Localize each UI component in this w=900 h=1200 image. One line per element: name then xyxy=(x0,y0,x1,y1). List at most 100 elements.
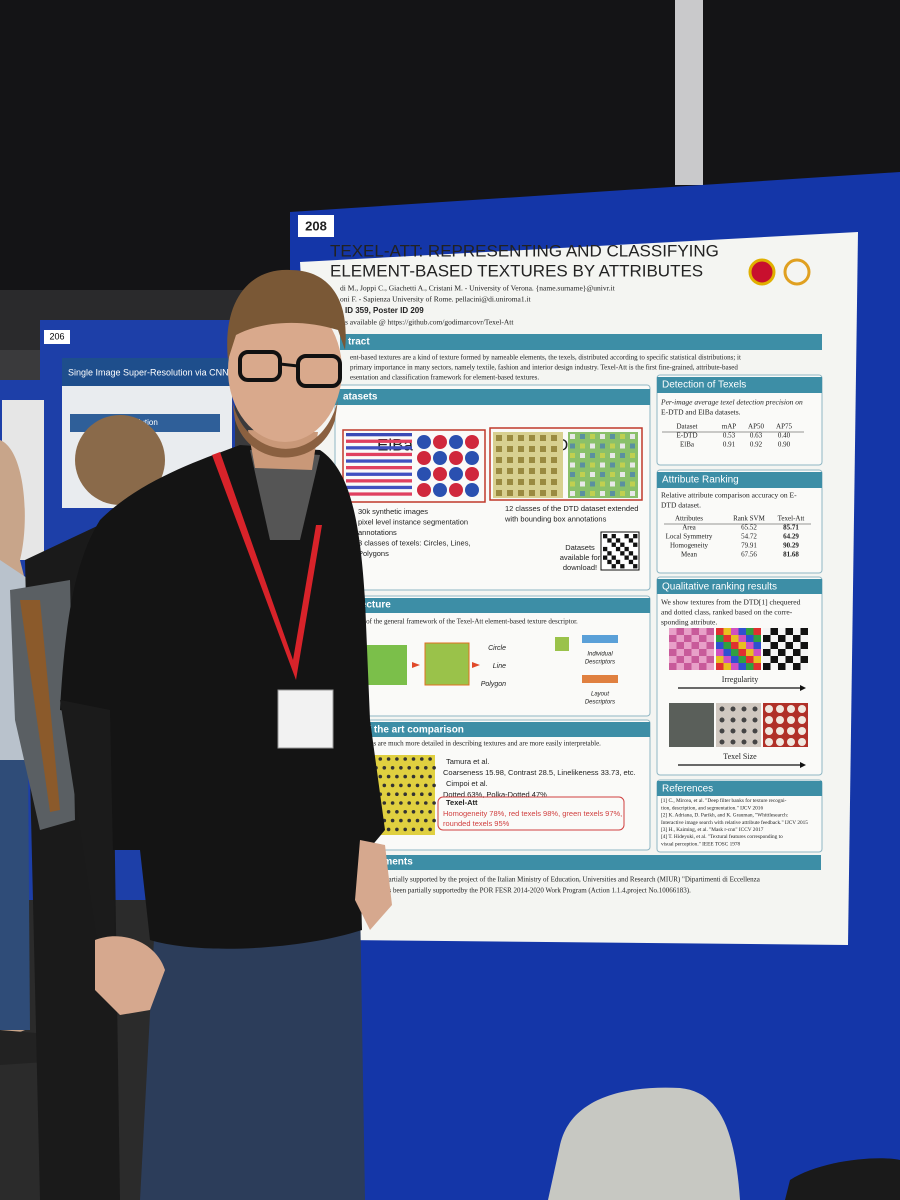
face xyxy=(228,298,342,442)
texture xyxy=(493,432,563,498)
section-bar xyxy=(345,722,650,737)
bystander-head xyxy=(75,415,165,505)
texture-dot xyxy=(540,490,546,496)
texture-dot xyxy=(787,727,795,735)
texture-dot xyxy=(424,783,428,788)
texture-cell xyxy=(746,649,754,656)
texture-dot xyxy=(551,446,557,452)
bag-dark xyxy=(785,1158,900,1200)
texture-dot xyxy=(600,462,605,468)
texture-dot xyxy=(590,453,595,458)
texture-cell xyxy=(706,649,714,656)
poster-id: ID 359, Poster ID 209 xyxy=(345,306,424,315)
authors: di M., Joppi C., Giachetti A., Cristani … xyxy=(340,284,616,293)
texture-cell xyxy=(706,642,714,649)
table-cell: 64.29 xyxy=(783,533,799,541)
qr-cell xyxy=(611,534,616,539)
texture-dot xyxy=(465,483,479,497)
texture-cell xyxy=(770,635,778,642)
texture-cell xyxy=(723,642,731,649)
texture-cell xyxy=(753,635,761,642)
table-cell: 79.91 xyxy=(741,542,757,550)
caption: E-DTD and ElBa datasets. xyxy=(661,408,741,417)
texture-dot xyxy=(719,717,725,723)
texture-cell xyxy=(746,663,754,670)
texture-dot xyxy=(403,757,408,761)
glasses-bridge xyxy=(279,362,299,368)
texture-stripe xyxy=(346,433,412,437)
texture-cell xyxy=(691,642,699,649)
section-box xyxy=(656,469,823,574)
qr-cell xyxy=(633,564,638,569)
texture-cell xyxy=(746,642,754,649)
texture-cell xyxy=(691,635,699,642)
shape-label: Polygon xyxy=(481,681,506,688)
texture-cell xyxy=(793,656,801,663)
section-bar xyxy=(657,472,822,488)
texture-dot xyxy=(540,446,546,452)
texture-cell xyxy=(716,628,724,635)
texture-stripe xyxy=(346,446,412,450)
texture-cell xyxy=(800,649,808,656)
texture-cell xyxy=(691,649,699,656)
texture-dot xyxy=(798,738,806,746)
section-bar xyxy=(657,377,822,393)
texture-dot xyxy=(600,472,605,477)
texture-dot xyxy=(630,472,635,477)
texture-dot xyxy=(507,435,513,441)
texture-dot xyxy=(386,810,391,814)
texture-dot xyxy=(399,818,403,823)
texture-dot xyxy=(776,716,784,724)
texture-dot xyxy=(403,774,408,779)
texture-dot xyxy=(580,481,585,487)
texture-dot xyxy=(620,462,625,468)
texture-dot xyxy=(719,739,725,745)
section-heading: Qualitative ranking results xyxy=(662,582,777,593)
texture-dot xyxy=(570,462,575,468)
texture-dot xyxy=(403,792,408,796)
qr-cell xyxy=(633,555,638,560)
texture-cell xyxy=(753,656,761,663)
comparison-item: Tamura et al. xyxy=(446,757,489,766)
section-bar xyxy=(657,781,822,796)
table-cell: 0.53 xyxy=(723,432,736,440)
texture-dot xyxy=(507,490,513,496)
left-poster-header xyxy=(62,358,232,386)
texture-cell xyxy=(676,656,684,663)
qr-cell xyxy=(603,555,608,560)
texture-dot xyxy=(465,451,479,465)
texture-dot xyxy=(399,766,403,770)
section-bar xyxy=(355,855,821,870)
table-header: AP50 xyxy=(748,423,764,431)
qr-cell xyxy=(607,538,612,543)
acknowledgement-line: been partially supported by the project … xyxy=(370,876,761,884)
poster-title: ELEMENT-BASED TEXTURES BY ATTRIBUTES xyxy=(330,261,703,280)
texture-cell xyxy=(800,635,808,642)
texture-dot xyxy=(518,479,524,485)
texture-dot xyxy=(386,792,391,796)
left-board-tag xyxy=(44,330,70,344)
texture-dot xyxy=(428,810,432,814)
texture-dot xyxy=(776,738,784,746)
texture-cell xyxy=(699,635,707,642)
texture-dot xyxy=(407,818,412,823)
texture-dot xyxy=(449,435,463,449)
table-cell: 0.91 xyxy=(723,441,736,449)
board-tag xyxy=(298,215,334,237)
texture-dot xyxy=(417,467,431,481)
texture-dot xyxy=(620,472,625,477)
texture-dot xyxy=(432,766,436,770)
texture-cell xyxy=(723,635,731,642)
texture-cell xyxy=(723,628,731,635)
texture-dot xyxy=(420,810,424,814)
qr-cell xyxy=(615,538,621,543)
ranking-label: Texel Size xyxy=(723,752,757,761)
texture-dot xyxy=(411,792,416,796)
table-cell: Area xyxy=(682,524,696,532)
bullet: Polygons xyxy=(358,549,389,558)
section-heading: References xyxy=(662,784,713,795)
texture-dot xyxy=(600,481,605,487)
texture-dot xyxy=(496,446,502,452)
texture-dot xyxy=(590,443,595,449)
